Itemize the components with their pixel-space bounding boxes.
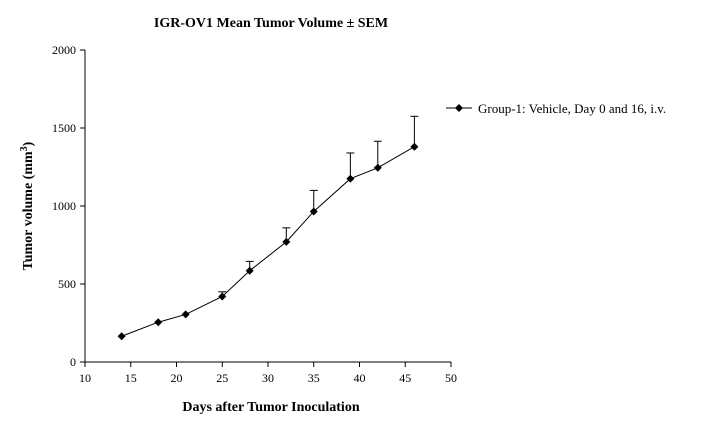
x-tick-label: 20: [171, 371, 183, 385]
y-axis-label-main: Tumor volume (mm: [21, 151, 36, 270]
data-point: [346, 174, 355, 183]
data-point: [245, 266, 254, 275]
x-tick-label: 35: [308, 371, 320, 385]
data-point: [117, 332, 126, 341]
data-point: [282, 237, 291, 246]
axes: [84, 50, 451, 363]
data-point: [410, 142, 419, 151]
y-tick-label: 1000: [52, 199, 76, 213]
x-tick-label: 45: [399, 371, 411, 385]
legend-marker: [455, 104, 463, 112]
y-tick-label: 1500: [52, 121, 76, 135]
data-point: [218, 292, 227, 301]
y-axis-label-superscript: 3: [19, 146, 30, 151]
y-tick-label: 500: [58, 277, 76, 291]
data-point: [154, 318, 163, 327]
y-tick-label: 2000: [52, 43, 76, 57]
x-tick-label: 30: [262, 371, 274, 385]
series-line: [121, 146, 415, 337]
x-axis-label: Days after Tumor Inoculation: [182, 400, 359, 415]
data-point: [309, 207, 318, 216]
series-group: [117, 142, 419, 341]
y-axis-label-suffix: ): [21, 141, 36, 146]
x-tick-label: 10: [79, 371, 91, 385]
x-tick-label: 40: [354, 371, 366, 385]
y-axis-label: Tumor volume (mm3): [19, 141, 37, 270]
x-tick-label: 50: [445, 371, 457, 385]
x-tick-label: 25: [216, 371, 228, 385]
chart-title: IGR-OV1 Mean Tumor Volume ± SEM: [154, 16, 388, 31]
x-tick-label: 15: [125, 371, 137, 385]
data-point: [373, 163, 382, 172]
y-tick-label: 0: [70, 355, 76, 369]
legend-label: Group-1: Vehicle, Day 0 and 16, i.v.: [478, 101, 666, 116]
data-point: [181, 310, 190, 319]
legend: Group-1: Vehicle, Day 0 and 16, i.v.: [446, 101, 666, 116]
